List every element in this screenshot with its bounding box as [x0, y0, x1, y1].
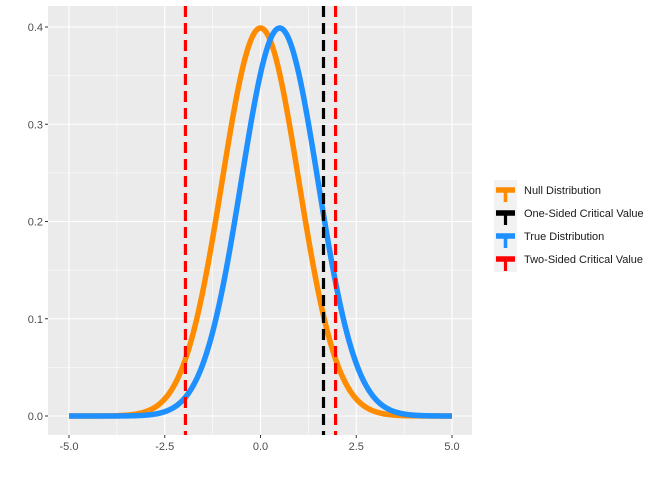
y-tick-label: 0.4 [28, 22, 43, 34]
y-tick-label: 0.0 [28, 411, 43, 423]
legend-item-two-sided-critical-value: Two-Sided Critical Value [494, 249, 643, 272]
major-gridlines [48, 6, 472, 435]
legend-item-one-sided-critical-value: One-Sided Critical Value [494, 203, 644, 226]
critical-value-lines [183, 6, 338, 435]
y-tick-label: 0.2 [28, 217, 43, 229]
y-axis: 0.0 0.1 0.2 0.3 0.4 [28, 22, 48, 423]
x-tick-label: 2.5 [349, 441, 364, 453]
x-tick-label: 5.0 [444, 441, 459, 453]
legend-item-true-distribution: True Distribution [494, 226, 604, 249]
x-axis: -5.0 -2.5 0.0 2.5 5.0 [60, 435, 460, 453]
density-curves [67, 25, 454, 419]
legend: Null Distribution One-Sided Critical Valu… [494, 180, 644, 272]
legend-label: Two-Sided Critical Value [524, 254, 643, 266]
legend-label: True Distribution [524, 231, 604, 243]
true-distribution-curve [67, 25, 454, 419]
x-tick-label: -2.5 [155, 441, 174, 453]
y-tick-label: 0.3 [28, 119, 43, 131]
legend-label: Null Distribution [524, 185, 601, 197]
legend-item-null-distribution: Null Distribution [494, 180, 601, 203]
x-tick-label: -5.0 [60, 441, 79, 453]
legend-label: One-Sided Critical Value [524, 208, 644, 220]
y-tick-label: 0.1 [28, 314, 43, 326]
x-tick-label: 0.0 [253, 441, 268, 453]
